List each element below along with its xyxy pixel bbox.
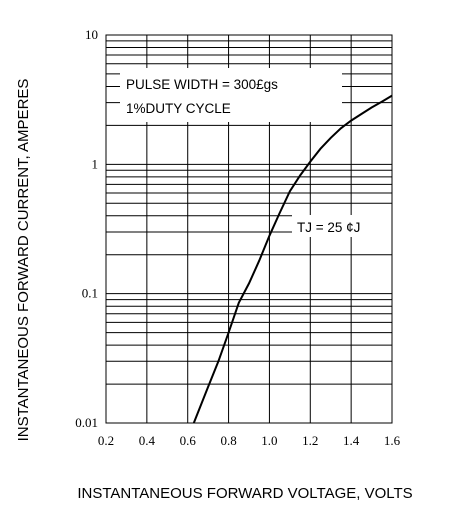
y-tick-label: 0.1 bbox=[82, 286, 98, 301]
annotation-tj-background bbox=[292, 215, 396, 237]
x-tick-labels: 0.2 0.4 0.6 0.8 1.0 1.2 1.4 1.6 bbox=[98, 433, 401, 448]
y-tick-label: 10 bbox=[85, 27, 98, 42]
y-axis-title: INSTANTANEOUS FORWARD CURRENT, AMPERES bbox=[15, 79, 32, 442]
x-tick-label: 1.4 bbox=[343, 433, 360, 448]
x-axis-title: INSTANTANEOUS FORWARD VOLTAGE, VOLTS bbox=[77, 485, 412, 502]
x-tick-label: 0.8 bbox=[220, 433, 236, 448]
y-tick-labels: 0.01 0.1 1 10 bbox=[75, 27, 98, 430]
annotation-layer: PULSE WIDTH = 300£gs 1%DUTY CYCLE TJ = 2… bbox=[120, 68, 396, 237]
annotation-duty-cycle: 1%DUTY CYCLE bbox=[126, 101, 231, 116]
x-tick-label: 1.0 bbox=[261, 433, 277, 448]
y-tick-label: 1 bbox=[92, 156, 99, 171]
annotation-background bbox=[120, 68, 342, 122]
series-line bbox=[192, 94, 393, 424]
x-tick-label: 0.6 bbox=[180, 433, 197, 448]
x-tick-label: 0.4 bbox=[139, 433, 156, 448]
x-tick-label: 1.2 bbox=[302, 433, 318, 448]
x-tick-label: 0.2 bbox=[98, 433, 114, 448]
plot-border bbox=[105, 34, 393, 424]
plot-frame bbox=[105, 34, 393, 424]
curve-layer bbox=[192, 94, 393, 424]
annotation-junction-temp: TJ = 25 ¢J bbox=[297, 220, 360, 235]
annotation-pulse-width: PULSE WIDTH = 300£gs bbox=[126, 77, 278, 92]
y-tick-label: 0.01 bbox=[75, 415, 98, 430]
x-tick-label: 1.6 bbox=[384, 433, 401, 448]
